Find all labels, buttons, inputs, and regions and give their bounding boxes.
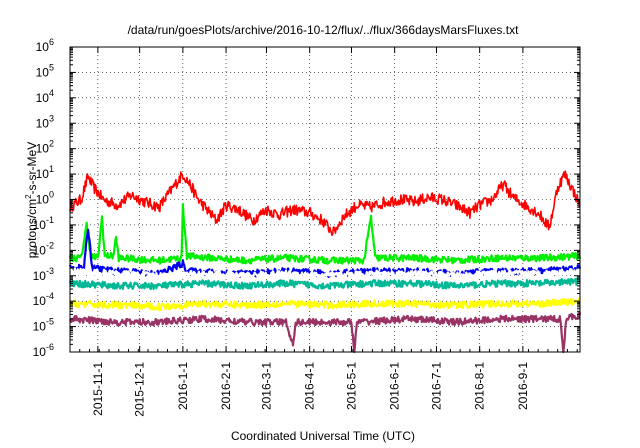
- y-tick-label: 10-6: [33, 342, 54, 359]
- series-line: [68, 277, 581, 291]
- series-line: [69, 170, 581, 237]
- y-tick-label: 105: [36, 62, 54, 79]
- y-axis-label-rest: -s-sr-MeV: [25, 142, 39, 195]
- y-tick-label: 100: [36, 190, 54, 207]
- y-tick-label: 102: [36, 139, 54, 156]
- series-line: [69, 267, 582, 280]
- y-tick-label: 101: [36, 164, 54, 181]
- y-axis-label-sup: 2: [24, 194, 33, 199]
- x-tick-label: 2015-12-1: [133, 362, 147, 417]
- series-line: [69, 297, 581, 312]
- series-line: [68, 311, 582, 354]
- x-tick-label: 2016-1-1: [176, 362, 190, 410]
- x-axis: 2015-11-1 2015-12-1 2016-1-1 2016-2-1 2016-3…: [69, 47, 578, 417]
- y-axis-label: protons/cm2-s-sr-MeV: [24, 142, 39, 258]
- x-tick-label: 2016-6-1: [388, 362, 402, 410]
- x-tick-label: 2016-2-1: [219, 362, 233, 410]
- x-tick-label: 2016-9-1: [516, 362, 530, 410]
- series-group: [68, 170, 582, 354]
- y-tick-label: 106: [36, 37, 54, 54]
- y-axis: 10-6 10-5 10-4 10-3 10-2 10-1 100 101 102 103 104 1…: [33, 37, 580, 359]
- y-axis-label-main: protons/cm: [25, 199, 39, 258]
- x-tick-label: 2016-5-1: [344, 362, 358, 410]
- y-tick-label: 10-5: [33, 317, 54, 334]
- x-tick-label: 2016-4-1: [303, 362, 317, 410]
- y-tick-label: 103: [36, 113, 54, 130]
- series-line: [68, 202, 582, 265]
- y-tick-label: 10-3: [33, 266, 54, 283]
- series-line: [68, 228, 582, 278]
- chart-title: /data/run/goesPlots/archive/2016-10-12/f…: [128, 23, 520, 37]
- x-tick-label: 2015-11-1: [91, 362, 105, 416]
- y-tick-label: 104: [36, 88, 54, 105]
- x-axis-label: Coordinated Universal Time (UTC): [231, 429, 415, 443]
- y-tick-label: 10-4: [33, 291, 54, 308]
- x-tick-label: 2016-3-1: [259, 362, 273, 410]
- y-tick-label: 10-2: [33, 240, 54, 257]
- x-tick-label: 2016-7-1: [429, 362, 443, 410]
- y-tick-label: 10-1: [33, 215, 54, 232]
- x-tick-label: 2016-8-1: [473, 362, 487, 410]
